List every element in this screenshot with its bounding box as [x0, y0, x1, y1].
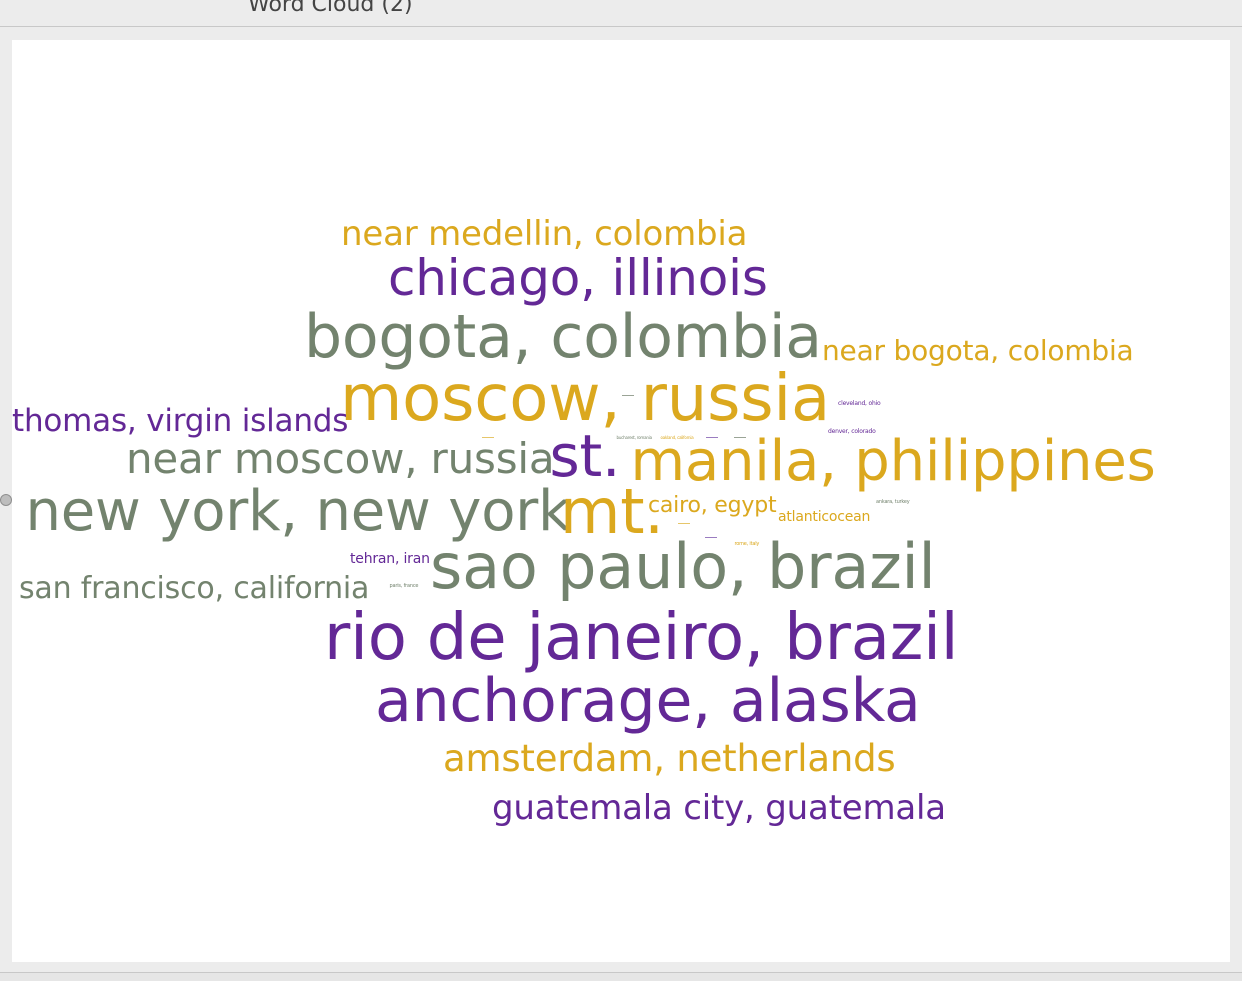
word-anchorage-alaska: anchorage, alaska [375, 666, 921, 736]
word-ankara-turkey: ankara, turkey [876, 498, 910, 505]
word-near-medellin-colombia: near medellin, colombia [341, 214, 748, 254]
word-sao-paulo-brazil: sao paulo, brazil [430, 530, 936, 603]
word-amsterdam-netherlands: amsterdam, netherlands [443, 736, 896, 780]
word-thomas-virgin-islands: thomas, virgin islands [12, 402, 349, 439]
word-atlanticocean: atlanticocean [778, 509, 871, 525]
word-denver-colorado: denver, colorado [828, 428, 876, 435]
word-rio-de-janeiro-brazil: rio de janeiro, brazil [324, 601, 959, 675]
word-san-francisco-california: san francisco, california [19, 571, 370, 606]
window-title: Word Cloud (2) [248, 0, 413, 17]
window-titlebar: Word Cloud (2) [0, 0, 1242, 27]
word-tehran-iran: tehran, iran [350, 551, 430, 567]
word-mt: mt. [560, 475, 664, 548]
word-paris-france: paris, france [389, 582, 419, 589]
word-oakland-california: oakland, california [660, 435, 694, 440]
word-guatemala-city-guatemala: guatemala city, guatemala [492, 788, 946, 828]
word-bucharest-romania: bucharest, romania [616, 435, 653, 440]
tiny-word-mark [706, 437, 718, 438]
word-st: st. [549, 422, 621, 490]
tiny-word-mark [482, 437, 494, 438]
word-new-york-new-york: new york, new york [25, 479, 571, 544]
splitter-handle[interactable] [0, 494, 12, 506]
bottom-bar [0, 972, 1242, 981]
tiny-word-mark [622, 395, 634, 396]
tiny-word-mark [734, 437, 746, 438]
word-bogota-colombia: bogota, colombia [304, 302, 822, 372]
word-cairo-egypt: cairo, egypt [648, 493, 777, 518]
word-near-moscow-russia: near moscow, russia [126, 434, 555, 483]
word-near-bogota-colombia: near bogota, colombia [822, 334, 1134, 367]
word-cleveland-ohio: cleveland, ohio [838, 400, 881, 407]
tiny-word-mark [705, 537, 717, 538]
word-manila-philippines: manila, philippines [630, 429, 1156, 494]
tiny-word-mark [678, 523, 690, 524]
word-chicago-illinois: chicago, illinois [388, 249, 768, 307]
word-moscow-russia: moscow, russia [340, 362, 830, 436]
word-cloud-canvas: near medellin, colombia chicago, illinois… [12, 40, 1230, 962]
word-rome-italy: rome, italy [734, 540, 760, 547]
